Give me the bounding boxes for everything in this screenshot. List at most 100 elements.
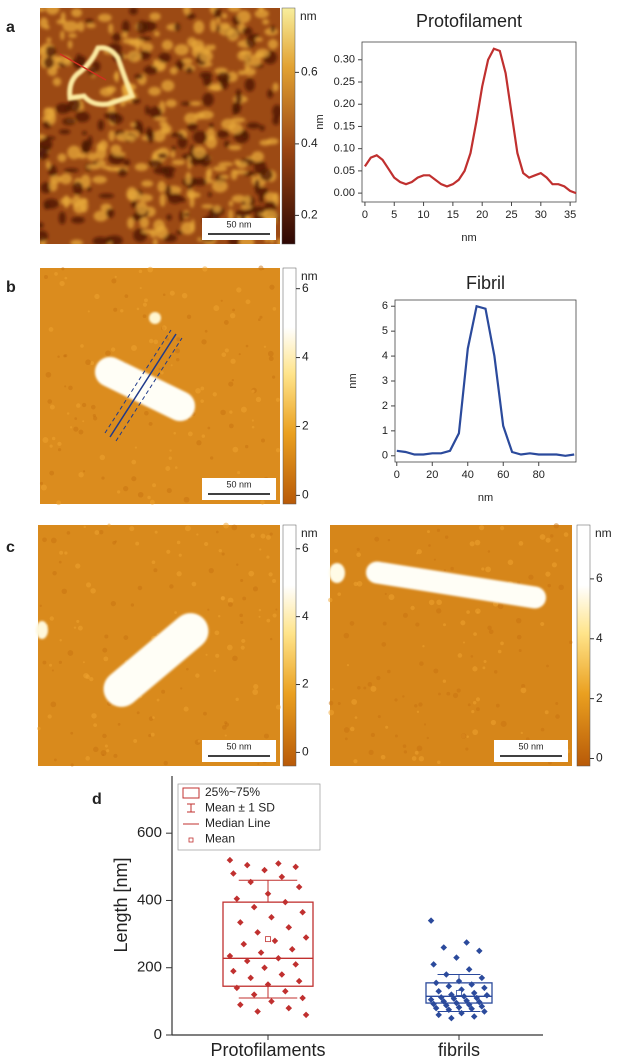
grain xyxy=(57,153,67,162)
grain xyxy=(136,711,140,715)
data-point xyxy=(299,994,306,1002)
y-tick-label: 0.10 xyxy=(334,143,355,155)
x-tick-label: 20 xyxy=(426,469,438,481)
grain xyxy=(70,239,83,244)
grain xyxy=(136,201,148,215)
chart-title: Fibril xyxy=(466,273,505,293)
grain xyxy=(258,265,264,271)
grain xyxy=(545,537,551,543)
grain xyxy=(216,16,221,25)
grain xyxy=(254,179,260,192)
afm-image xyxy=(330,525,572,766)
grain xyxy=(207,192,212,198)
grain xyxy=(269,284,275,290)
grain xyxy=(260,533,266,539)
grain xyxy=(381,642,387,647)
colorbar-tick-label: 0.4 xyxy=(301,136,318,150)
grain xyxy=(161,689,166,694)
grain xyxy=(64,354,68,358)
grain xyxy=(129,8,138,15)
x-axis-label: nm xyxy=(478,492,493,504)
y-tick-label: 0.05 xyxy=(334,165,355,177)
grain xyxy=(237,50,251,61)
grain xyxy=(199,50,213,63)
legend-swatch xyxy=(182,787,200,799)
mean-marker xyxy=(265,936,271,943)
grain xyxy=(133,739,138,743)
grain xyxy=(201,339,207,345)
plot-frame xyxy=(394,299,577,463)
grain xyxy=(149,12,161,21)
grain xyxy=(49,616,54,621)
mean-marker xyxy=(456,990,462,996)
grain xyxy=(245,34,256,48)
grain xyxy=(123,635,129,640)
grain xyxy=(264,201,277,212)
grain xyxy=(224,140,230,148)
grain xyxy=(47,714,52,719)
grain xyxy=(62,20,79,32)
grain xyxy=(107,523,111,527)
grain xyxy=(163,171,174,179)
grain xyxy=(108,130,115,142)
grain xyxy=(148,338,154,344)
grain xyxy=(183,496,190,503)
data-point xyxy=(481,1008,488,1015)
grain xyxy=(272,104,280,119)
data-point xyxy=(299,908,306,916)
grain xyxy=(61,588,67,594)
fibril xyxy=(365,561,547,609)
data-point xyxy=(237,1001,244,1008)
grain xyxy=(437,760,441,765)
grain xyxy=(54,272,58,276)
grain xyxy=(384,592,387,595)
grain xyxy=(130,200,138,209)
grain xyxy=(73,626,77,629)
data-point xyxy=(237,919,244,926)
data-point xyxy=(430,961,437,968)
chart-title: Protofilament xyxy=(416,11,522,31)
grain xyxy=(465,747,469,751)
grain xyxy=(259,125,265,132)
y-tick-label: 0.20 xyxy=(334,98,355,110)
grain xyxy=(64,168,79,173)
grain xyxy=(248,54,262,67)
y-axis-label: nm xyxy=(314,114,326,129)
grain xyxy=(344,737,348,741)
grain xyxy=(363,686,367,690)
grain xyxy=(85,756,90,761)
data-point xyxy=(427,996,435,1003)
grain xyxy=(53,758,57,762)
grain xyxy=(153,31,160,37)
grain xyxy=(263,733,269,739)
colorbar-label: nm xyxy=(595,526,612,540)
grain xyxy=(228,601,233,607)
profile-band xyxy=(104,329,172,434)
panel-label: c xyxy=(6,539,15,556)
grain xyxy=(474,539,481,546)
grain xyxy=(40,17,49,29)
grain xyxy=(80,344,84,348)
grain xyxy=(436,608,442,614)
grain xyxy=(258,193,265,204)
grain xyxy=(166,488,172,494)
grain xyxy=(49,663,53,667)
line xyxy=(363,47,577,195)
grain xyxy=(116,490,121,494)
x-tick-label: 35 xyxy=(564,209,576,221)
grain xyxy=(78,197,88,204)
grain xyxy=(121,31,128,39)
grain xyxy=(47,399,53,404)
grain xyxy=(546,664,549,668)
grain xyxy=(419,661,424,666)
grain xyxy=(86,152,98,161)
grain xyxy=(141,229,156,234)
data-point xyxy=(275,860,282,867)
grain xyxy=(163,760,168,766)
grain xyxy=(114,70,119,83)
grain xyxy=(272,82,279,92)
grain xyxy=(254,9,269,19)
grain xyxy=(174,348,181,354)
grain xyxy=(64,551,68,555)
grain xyxy=(142,314,147,319)
